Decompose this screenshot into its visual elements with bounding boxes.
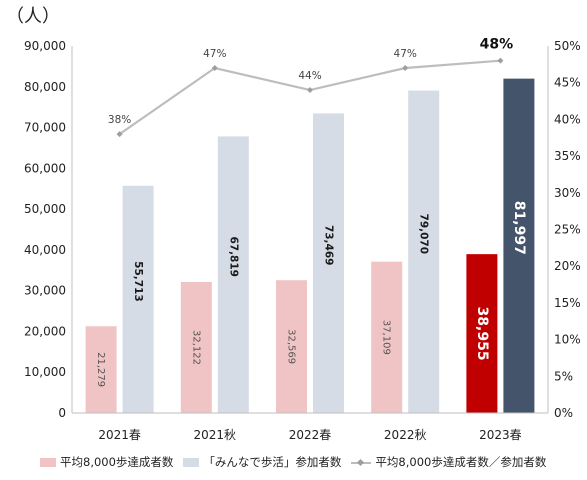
left-tick-label: 90,000: [24, 39, 66, 53]
bar-label-participants: 79,070: [418, 214, 430, 255]
y-axis-unit-label: （人）: [6, 6, 60, 27]
x-axis: 2021春 2021秋 2022春 2022秋 2023春: [72, 412, 548, 442]
bar-labels: 21,279 55,713 32,122 67,819 32,569 73,469 37,1…: [95, 201, 527, 387]
category-label: 2021春: [98, 428, 141, 442]
bars: [85, 78, 535, 414]
left-tick-label: 0: [58, 406, 66, 420]
left-tick-label: 10,000: [24, 365, 66, 379]
right-tick-label: 20%: [554, 259, 581, 273]
legend-label-achievers: 平均8,000歩達成者数: [60, 455, 174, 469]
right-tick-label: 30%: [554, 186, 581, 200]
ratio-line: 38% 47% 44% 47% 48%: [108, 37, 514, 138]
bar-achievers: [276, 280, 307, 413]
category-label: 2022春: [289, 428, 332, 442]
right-tick-label: 10%: [554, 333, 581, 347]
bar-label-achievers: 32,122: [190, 330, 201, 365]
legend-label-ratio: 平均8,000歩達成者数／参加者数: [375, 455, 547, 469]
legend-label-participants: 「みんなで歩活」参加者数: [203, 455, 342, 469]
right-tick-label: 50%: [554, 39, 581, 53]
ratio-label: 48%: [480, 37, 514, 53]
bar-participants: [122, 185, 154, 413]
legend-swatch-ratio: [351, 458, 372, 467]
bar-achievers: [466, 254, 498, 413]
right-tick-label: 45%: [554, 76, 581, 90]
bar-label-achievers: 37,109: [381, 320, 392, 355]
bar-participants: [503, 78, 535, 413]
left-tick-label: 20,000: [24, 324, 66, 338]
legend-item-ratio: 平均8,000歩達成者数／参加者数: [351, 454, 546, 470]
left-tick-label: 70,000: [24, 121, 66, 135]
left-tick-label: 30,000: [24, 284, 66, 298]
bar-participants: [313, 113, 344, 414]
ratio-point: [211, 65, 218, 72]
bar-participants: [408, 90, 440, 413]
bar-participants: [217, 136, 249, 413]
left-tick-label: 80,000: [24, 80, 66, 94]
right-tick-label: 35%: [554, 149, 581, 163]
ratio-label: 47%: [394, 48, 417, 60]
bar-label-achievers: 38,955: [474, 307, 490, 361]
bar-label-participants: 81,997: [511, 201, 527, 255]
right-tick-label: 15%: [554, 296, 581, 310]
legend: 平均8,000歩達成者数 「みんなで歩活」参加者数 平均8,000歩達成者数／参…: [40, 454, 556, 470]
right-tick-label: 5%: [554, 369, 573, 383]
ratio-point: [307, 87, 313, 94]
category-label: 2022秋: [384, 428, 427, 442]
bar-label-participants: 55,713: [132, 261, 144, 302]
legend-item-achievers: 平均8,000歩達成者数: [40, 454, 173, 470]
legend-swatch-participants: [183, 457, 200, 467]
ratio-point: [116, 131, 123, 138]
left-tick-label: 50,000: [24, 202, 66, 216]
ratio-label: 38%: [108, 114, 131, 126]
left-tick-label: 40,000: [24, 243, 66, 257]
bar-label-participants: 67,819: [227, 236, 239, 277]
bar-label-achievers: 21,279: [95, 352, 106, 387]
bar-achievers: [180, 282, 212, 413]
legend-swatch-achievers: [40, 457, 56, 467]
ratio-label: 47%: [203, 48, 226, 60]
bar-achievers: [371, 261, 403, 413]
ratio-label: 44%: [298, 70, 321, 82]
bar-label-achievers: 32,569: [286, 329, 297, 364]
right-y-axis: 0% 5% 10% 15% 20% 25% 30% 35% 40% 45% 50%: [547, 39, 581, 420]
right-tick-label: 40%: [554, 112, 581, 126]
ratio-point: [497, 57, 504, 64]
left-y-axis: 0 10,000 20,000 30,000 40,000 50,000 60,000 70,…: [24, 39, 73, 420]
right-tick-label: 0%: [554, 406, 573, 420]
left-tick-label: 60,000: [24, 161, 66, 175]
bar-label-participants: 73,469: [323, 225, 335, 266]
category-label: 2021秋: [194, 428, 237, 442]
ratio-point: [402, 65, 409, 72]
right-tick-label: 25%: [554, 223, 581, 237]
category-label: 2023春: [479, 428, 522, 442]
legend-item-participants: 「みんなで歩活」参加者数: [183, 454, 341, 470]
bar-achievers: [85, 326, 117, 413]
